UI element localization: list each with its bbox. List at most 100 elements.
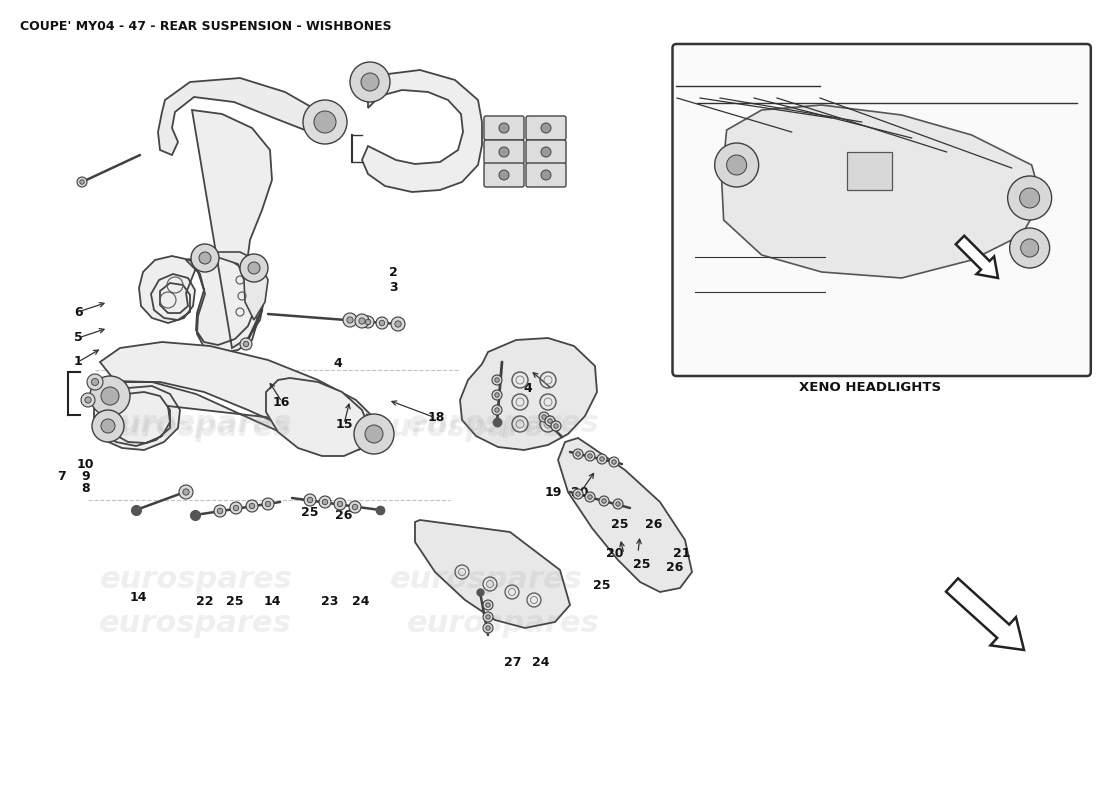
Text: eurospares: eurospares: [407, 610, 600, 638]
Polygon shape: [197, 252, 268, 320]
Circle shape: [359, 318, 365, 324]
Circle shape: [492, 390, 502, 400]
Text: 8: 8: [81, 482, 90, 495]
Circle shape: [1010, 228, 1049, 268]
Circle shape: [334, 498, 346, 510]
Circle shape: [499, 147, 509, 157]
Text: 25: 25: [610, 518, 628, 530]
Circle shape: [495, 393, 499, 398]
Circle shape: [600, 457, 604, 462]
Circle shape: [597, 454, 607, 464]
Circle shape: [352, 504, 358, 510]
Text: 10: 10: [792, 90, 807, 102]
Text: 25: 25: [226, 595, 243, 608]
Circle shape: [314, 111, 336, 133]
Circle shape: [92, 410, 124, 442]
Text: 7: 7: [57, 470, 66, 482]
Text: 16: 16: [273, 396, 290, 409]
Text: eurospares: eurospares: [100, 414, 293, 442]
Text: 7: 7: [873, 67, 882, 80]
Circle shape: [575, 492, 581, 496]
Text: 25: 25: [301, 506, 319, 519]
Text: 10: 10: [77, 458, 95, 470]
Circle shape: [79, 180, 85, 184]
Text: 9: 9: [824, 90, 833, 102]
FancyBboxPatch shape: [484, 140, 524, 164]
Text: FARI ALLO XENO
XENO HEADLIGHTS: FARI ALLO XENO XENO HEADLIGHTS: [799, 366, 942, 394]
Circle shape: [218, 508, 222, 514]
Polygon shape: [266, 378, 370, 456]
Text: 17: 17: [362, 426, 380, 438]
Circle shape: [495, 378, 499, 382]
Circle shape: [541, 414, 547, 419]
Text: 8: 8: [876, 90, 884, 102]
Circle shape: [302, 100, 346, 144]
Circle shape: [499, 123, 509, 133]
Circle shape: [587, 494, 592, 499]
Circle shape: [319, 496, 331, 508]
Text: eurospares: eurospares: [100, 566, 293, 594]
FancyBboxPatch shape: [526, 116, 566, 140]
Circle shape: [609, 457, 619, 467]
Text: 24: 24: [352, 595, 370, 608]
FancyBboxPatch shape: [484, 116, 524, 140]
Circle shape: [77, 177, 87, 187]
Circle shape: [539, 412, 549, 422]
Text: 21: 21: [673, 547, 691, 560]
Circle shape: [101, 387, 119, 405]
Circle shape: [492, 405, 502, 415]
Circle shape: [230, 502, 242, 514]
Circle shape: [362, 316, 374, 328]
Text: Vedi Tav. 131: Vedi Tav. 131: [698, 262, 768, 272]
Circle shape: [87, 374, 103, 390]
Circle shape: [486, 626, 491, 630]
Circle shape: [585, 451, 595, 461]
Circle shape: [338, 502, 343, 506]
Circle shape: [179, 485, 192, 499]
Circle shape: [191, 244, 219, 272]
FancyBboxPatch shape: [526, 140, 566, 164]
Circle shape: [715, 143, 759, 187]
Circle shape: [390, 317, 405, 331]
Polygon shape: [362, 70, 482, 192]
Polygon shape: [94, 342, 379, 452]
Circle shape: [483, 600, 493, 610]
Text: 18: 18: [428, 411, 446, 424]
Text: 5: 5: [74, 331, 82, 344]
Circle shape: [379, 320, 385, 326]
Circle shape: [81, 393, 95, 407]
Circle shape: [585, 492, 595, 502]
Text: 14: 14: [130, 591, 147, 604]
Circle shape: [575, 452, 581, 456]
Polygon shape: [558, 438, 692, 592]
Text: 26: 26: [334, 509, 352, 522]
Circle shape: [613, 499, 623, 509]
Circle shape: [365, 319, 371, 325]
Text: 9: 9: [81, 470, 90, 482]
Bar: [847, 152, 892, 190]
Text: 23: 23: [321, 595, 339, 608]
Circle shape: [551, 421, 561, 431]
Text: 4: 4: [524, 382, 532, 395]
Text: 3: 3: [389, 281, 398, 294]
Circle shape: [214, 505, 225, 517]
FancyBboxPatch shape: [484, 163, 524, 187]
Text: 14: 14: [264, 595, 282, 608]
Circle shape: [573, 489, 583, 499]
Circle shape: [355, 314, 368, 328]
Text: 26: 26: [645, 518, 662, 530]
Text: 4: 4: [333, 358, 342, 370]
Text: 22: 22: [196, 595, 213, 608]
Text: 24: 24: [532, 656, 550, 669]
Circle shape: [1020, 188, 1040, 208]
Circle shape: [376, 317, 388, 329]
Circle shape: [322, 499, 328, 505]
Circle shape: [395, 321, 402, 327]
Circle shape: [1008, 176, 1052, 220]
Text: 6: 6: [74, 306, 82, 318]
Polygon shape: [460, 338, 597, 450]
Text: 27: 27: [504, 656, 521, 669]
Text: 13: 13: [726, 90, 741, 102]
FancyBboxPatch shape: [526, 163, 566, 187]
FancyArrow shape: [956, 236, 998, 278]
